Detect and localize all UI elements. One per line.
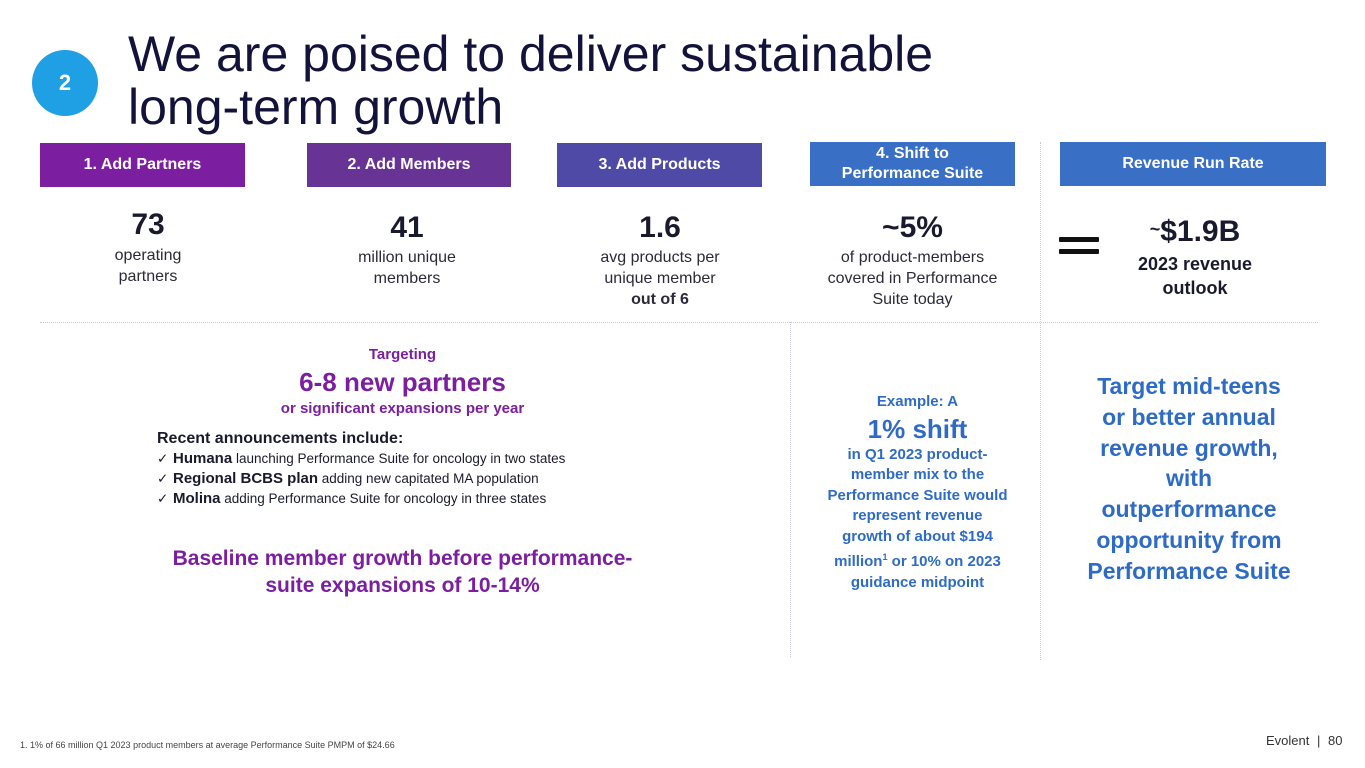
header-shift-line-1: 4. Shift to (876, 145, 949, 162)
metric-products-desc-2: unique member (604, 270, 716, 287)
announcement-item: ✓ Regional BCBS plan adding new capitated… (157, 469, 717, 489)
announcement-bold: Molina (173, 490, 221, 507)
footer-separator: | (1317, 733, 1321, 748)
header-add-members: 2. Add Members (307, 143, 511, 187)
example-headline: 1% shift (867, 413, 968, 444)
target-line: Target mid-teens (1097, 373, 1281, 399)
target-line: Performance Suite (1087, 557, 1291, 584)
checkmark-icon: ✓ (157, 471, 169, 486)
title-line-1: We are poised to deliver sustainable (128, 26, 934, 82)
example-line-rest: or 10% on 2023 (887, 553, 1001, 570)
announcement-bold: Regional BCBS plan (173, 470, 319, 487)
targeting-sub: or significant expansions per year (280, 400, 525, 417)
announcement-item: ✓ Molina adding Performance Suite for onc… (157, 489, 717, 509)
footnote-marker: 1 (882, 552, 888, 562)
footnote: 1. 1% of 66 million Q1 2023 product memb… (20, 740, 395, 750)
announcements-title: Recent announcements include: (157, 430, 404, 447)
metric-partners-desc-1: operating (114, 247, 182, 264)
example-line: Performance Suite would (827, 486, 1008, 504)
header-shift-performance-suite: 4. Shift to Performance Suite (810, 142, 1015, 186)
target-line: revenue growth, (1100, 434, 1278, 461)
checkmark-icon: ✓ (157, 491, 169, 506)
target-line: or better annual (1102, 403, 1276, 430)
example-million: million (834, 553, 883, 570)
metric-products-desc-1: avg products per (600, 249, 720, 266)
metric-ps-desc-3: Suite today (872, 291, 953, 308)
targeting-block: Targeting 6-8 new partners or significan… (200, 345, 605, 419)
announcement-text: launching Performance Suite for oncology… (232, 451, 566, 466)
footer-brand: Evolent | 80 (1266, 733, 1342, 748)
metric-revenue-run-rate: ~$1.9B 2023 revenue outlook (1090, 212, 1300, 300)
target-line: outperformance (1101, 496, 1277, 523)
header-add-partners: 1. Add Partners (40, 143, 245, 187)
header-shift-line-2: Performance Suite (841, 165, 984, 182)
slide-title: We are poised to deliver sustainable lon… (128, 28, 1028, 134)
revenue-desc-1: 2023 revenue (1137, 254, 1253, 274)
revenue-value: $1.9B (1160, 215, 1241, 248)
header-revenue-run-rate: Revenue Run Rate (1060, 142, 1326, 186)
page-number: 80 (1328, 733, 1343, 748)
metric-members-value: 41 (390, 211, 424, 244)
metric-members-desc-1: million unique (358, 249, 456, 266)
metric-members-desc-2: members (373, 270, 441, 287)
example-line: member mix to the (850, 466, 985, 483)
horizontal-divider (40, 322, 1318, 323)
title-line-2: long-term growth (128, 79, 504, 135)
example-line: million1 or 10% on 2023 (805, 547, 1030, 573)
targeting-label: Targeting (368, 346, 437, 363)
example-line: represent revenue (852, 507, 983, 524)
metric-ps-desc-1: of product-members (840, 249, 985, 266)
header-add-products: 3. Add Products (557, 143, 762, 187)
target-growth-block: Target mid-teens or better annual revenu… (1060, 371, 1318, 587)
metric-performance-suite: ~5% of product-members covered in Perfor… (800, 211, 1025, 310)
example-line: guidance midpoint (850, 573, 985, 591)
vertical-divider-2 (1040, 142, 1041, 660)
announcements-block: Recent announcements include: ✓ Humana la… (157, 430, 717, 509)
metric-products-desc-3: out of 6 (631, 291, 689, 308)
metric-members: 41 million unique members (307, 211, 507, 289)
checkmark-icon: ✓ (157, 451, 169, 466)
section-number-badge: 2 (32, 50, 98, 116)
announcement-text: adding Performance Suite for oncology in… (220, 491, 547, 506)
baseline-growth: Baseline member growth before performanc… (120, 545, 685, 599)
example-line: growth of about $194 (842, 527, 993, 545)
target-line: opportunity from (1096, 526, 1282, 553)
baseline-line-1: Baseline member growth before performanc… (172, 547, 633, 570)
announcement-bold: Humana (173, 450, 233, 467)
announcement-item: ✓ Humana launching Performance Suite for … (157, 449, 717, 469)
announcement-text: adding new capitated MA population (318, 471, 539, 486)
targeting-headline: 6-8 new partners (299, 367, 506, 397)
metric-partners: 73 operating partners (48, 208, 248, 287)
vertical-divider-1 (790, 322, 791, 657)
metric-performance-suite-value: ~5% (882, 211, 943, 244)
baseline-line-2: suite expansions of 10-14% (265, 574, 540, 597)
metric-partners-value: 73 (131, 208, 165, 241)
example-line: in Q1 2023 product- (847, 445, 988, 463)
target-line: with (1166, 465, 1212, 492)
example-label: Example: A (876, 393, 959, 410)
metric-products: 1.6 avg products per unique member out o… (560, 211, 760, 310)
metric-products-value: 1.6 (639, 211, 681, 244)
revenue-approx-sign: ~ (1149, 219, 1161, 239)
revenue-desc-2: outlook (1162, 278, 1228, 298)
metric-partners-desc-2: partners (118, 268, 178, 285)
example-block: Example: A 1% shift in Q1 2023 product- … (805, 392, 1030, 593)
brand-name: Evolent (1266, 733, 1310, 748)
metric-ps-desc-2: covered in Performance (827, 270, 998, 287)
equals-icon (1059, 237, 1099, 255)
